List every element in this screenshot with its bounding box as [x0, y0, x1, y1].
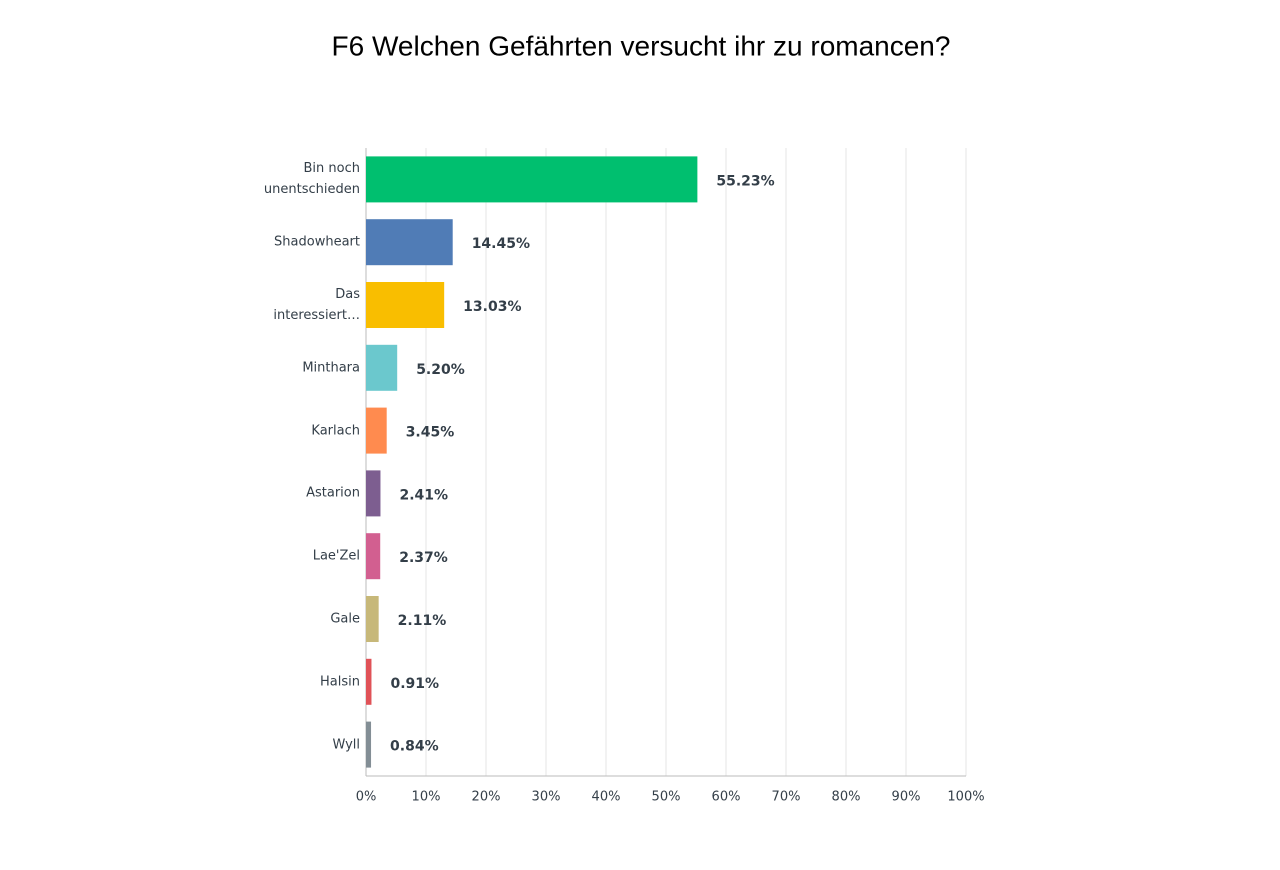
category-label: Halsin [320, 674, 360, 690]
bar [366, 533, 381, 580]
value-label: 0.91% [390, 676, 439, 692]
x-tick-label: 10% [412, 790, 441, 805]
bar [366, 282, 445, 328]
category-label: Shadowheart [274, 234, 360, 250]
bar [366, 219, 453, 266]
value-label: 2.11% [398, 613, 447, 629]
x-tick-label: 40% [592, 790, 621, 805]
value-label: 2.41% [399, 487, 448, 503]
category-label: Lae'Zel [312, 548, 360, 564]
value-label: 55.23% [716, 173, 774, 189]
value-label: 5.20% [416, 362, 465, 378]
x-tick-label: 0% [356, 790, 377, 805]
x-tick-label: 20% [472, 790, 501, 805]
bar [366, 156, 698, 203]
category-label: Wyll [332, 737, 360, 753]
value-label: 2.37% [399, 550, 448, 566]
category-label: Karlach [311, 423, 360, 439]
category-label: Bin noch unentschieden [263, 161, 360, 198]
category-label: Gale [330, 611, 360, 627]
value-label: 14.45% [472, 236, 530, 252]
x-tick-label: 100% [947, 790, 984, 805]
x-tick-label: 90% [892, 790, 921, 805]
bar [366, 470, 381, 517]
bar [366, 407, 387, 454]
x-tick-label: 50% [652, 790, 681, 805]
category-label: Minthara [302, 360, 360, 376]
x-tick-label: 80% [832, 790, 861, 805]
x-tick-label: 60% [712, 790, 741, 805]
value-label: 3.45% [406, 425, 455, 441]
bar [366, 344, 398, 391]
bar [366, 658, 372, 705]
category-label: Astarion [306, 485, 360, 501]
value-label: 13.03% [463, 299, 521, 315]
value-label: 0.84% [390, 739, 439, 755]
bar [366, 596, 379, 642]
x-tick-label: 70% [772, 790, 801, 805]
x-tick-label: 30% [532, 790, 561, 805]
chart-title: F6 Welchen Gefährten versucht ihr zu rom… [332, 30, 951, 61]
bar [366, 721, 372, 768]
category-label: Das interessiert… [273, 287, 360, 323]
